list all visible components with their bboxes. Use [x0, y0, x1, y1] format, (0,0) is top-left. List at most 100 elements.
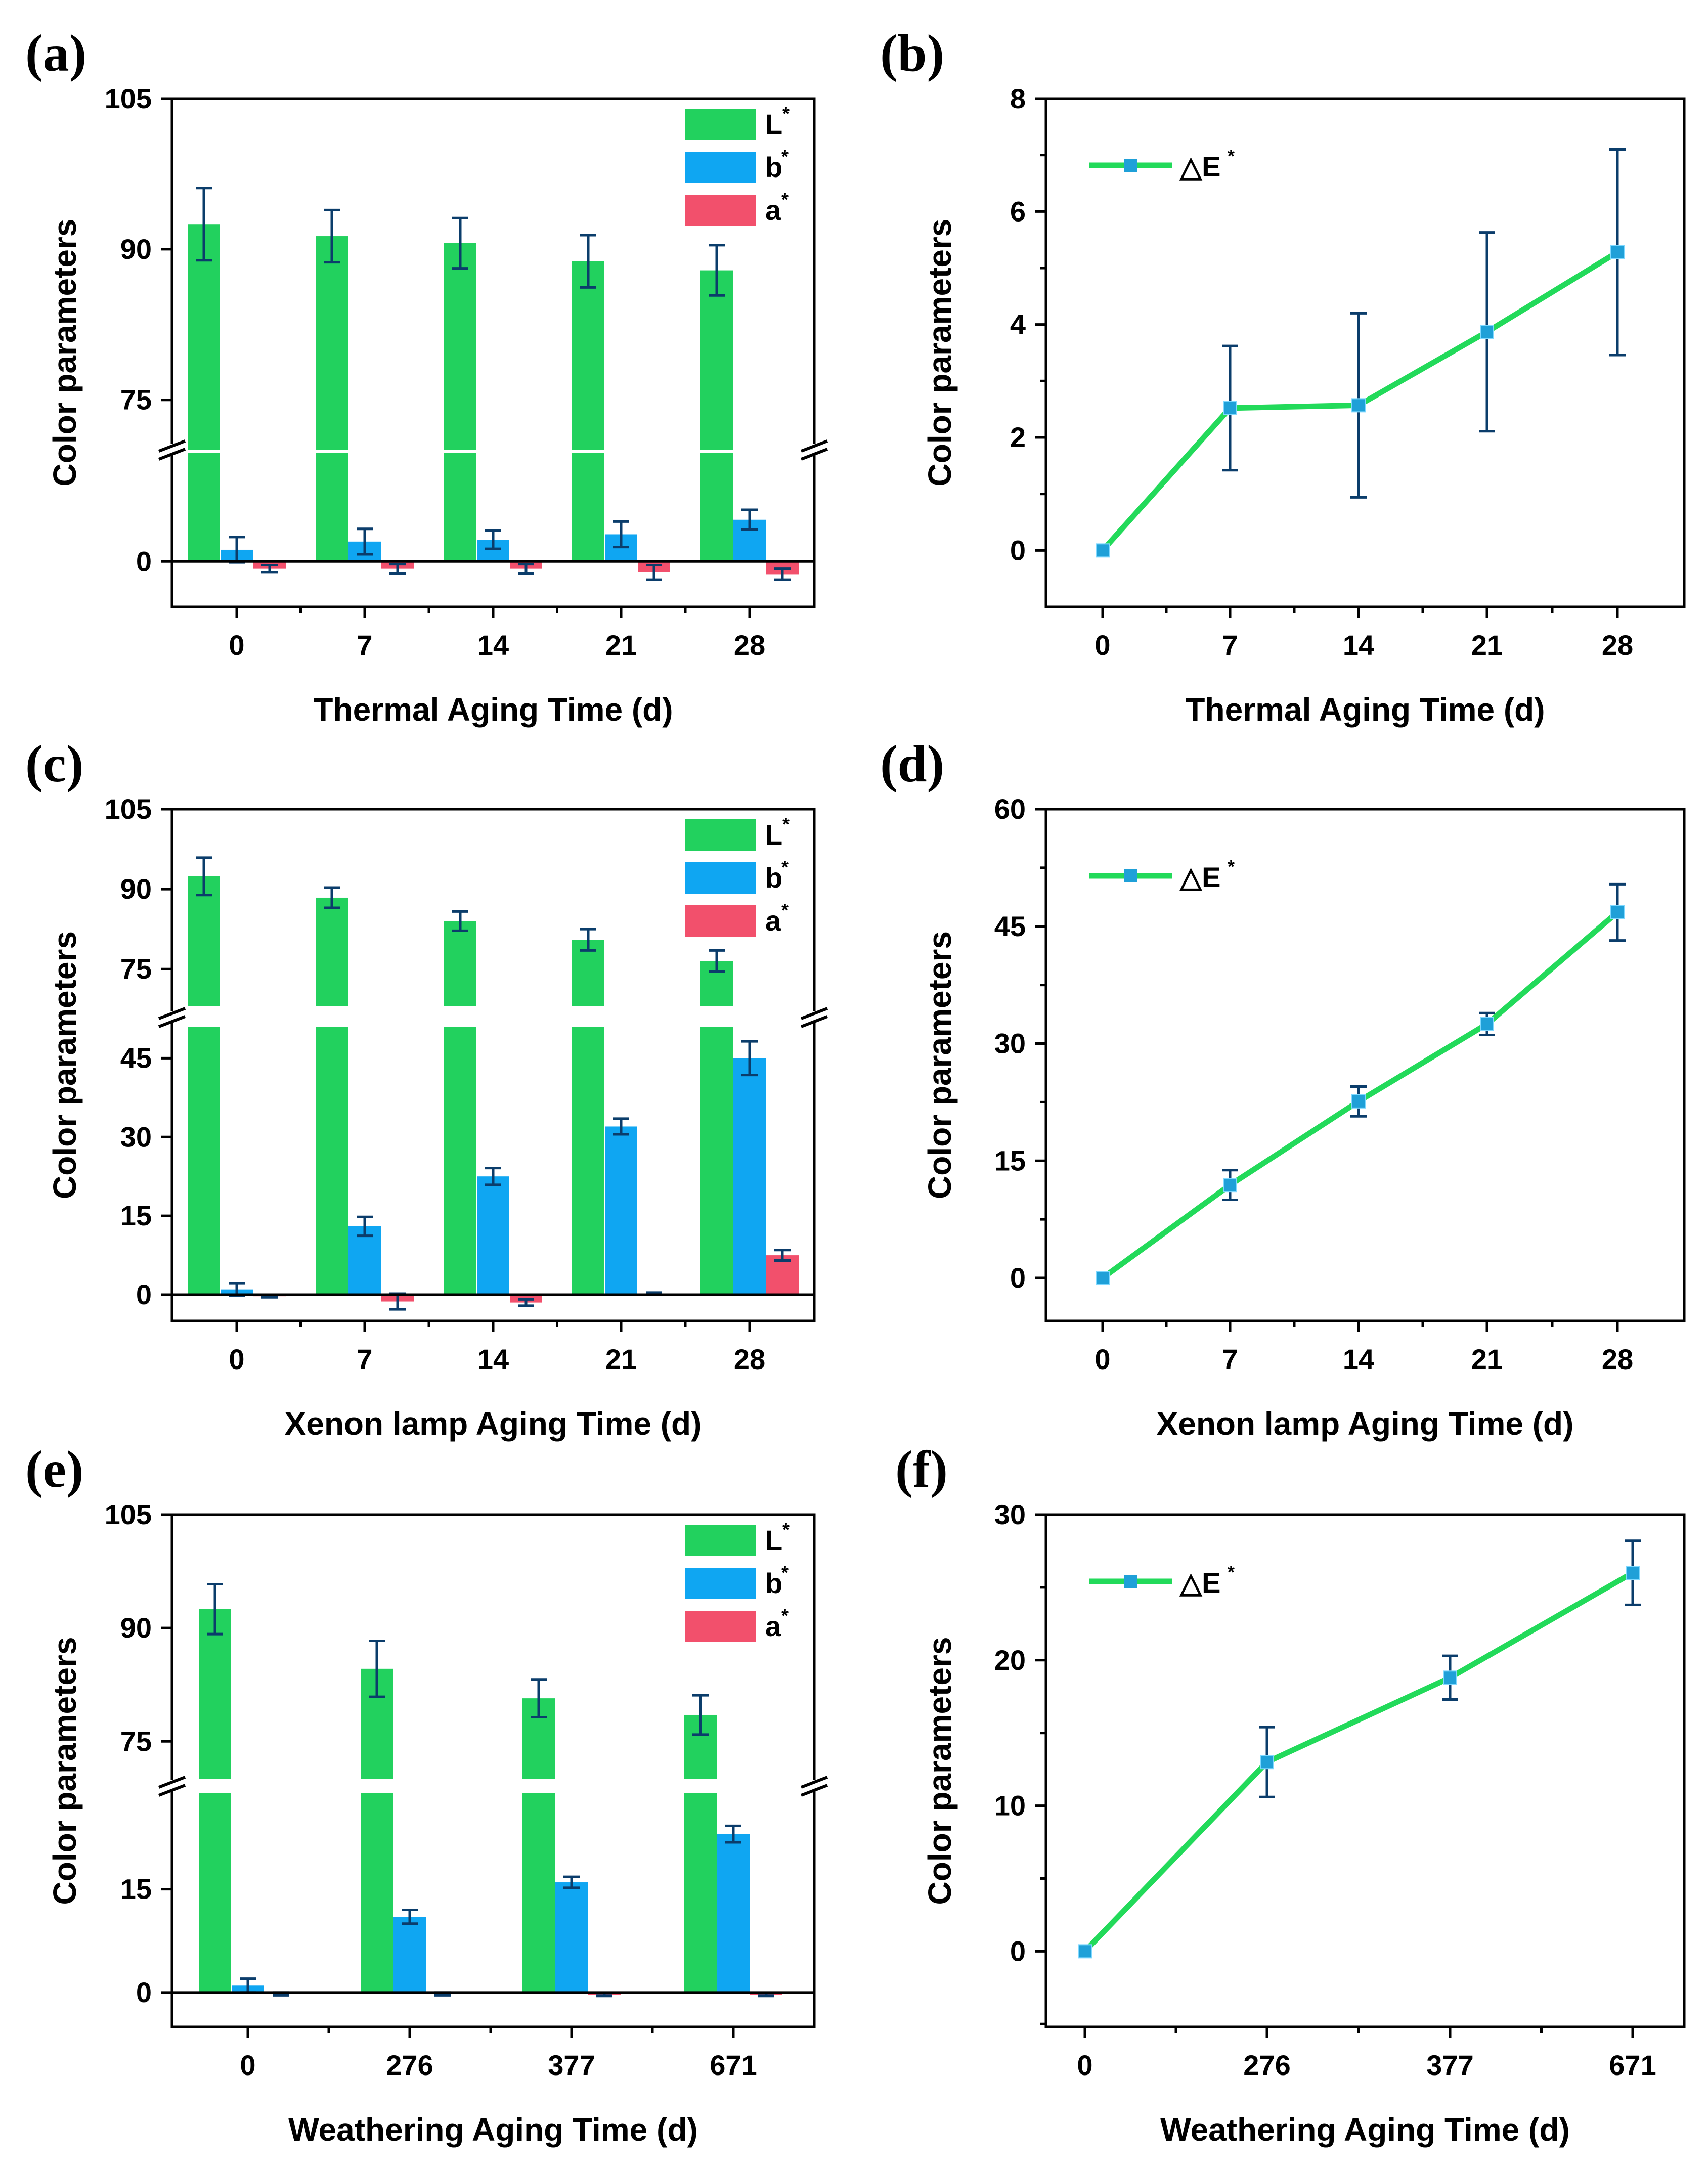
y-axis-title: Color parameters: [47, 219, 83, 487]
y-tick-label: 75: [120, 384, 152, 416]
y-tick-label: 4: [1010, 308, 1026, 340]
plot-frame: [170, 1513, 816, 2028]
bar-L: [572, 940, 604, 1295]
chart-panel-e: 105 90 75 15 0 0 276 377 671 Weathering Aging Tim…: [25, 1440, 828, 2148]
legend-label-superscript: *: [781, 1605, 789, 1626]
legend-swatch-a: [685, 1611, 756, 1642]
y-axis-title: Color parameters: [47, 1637, 83, 1905]
y-tick-label: 0: [1010, 1262, 1026, 1294]
legend-marker: [1124, 1575, 1137, 1588]
y-tick-label: 6: [1010, 195, 1026, 227]
x-tick-label: 7: [1222, 1343, 1238, 1375]
bar-L: [572, 261, 604, 562]
chart-panel-f: 0 10 20 30 0 276 377 671 Weathering Aging Time (…: [895, 1440, 1686, 2148]
y-tick-label: 105: [105, 82, 152, 114]
series-line: [1083, 1570, 1634, 1954]
axis-break-mark-left: [158, 1784, 186, 1797]
x-tick-label: 7: [1222, 629, 1238, 661]
x-tick-label: 28: [1602, 629, 1633, 661]
panel-label: (e): [25, 1440, 83, 1498]
y-tick-label: 75: [120, 1725, 152, 1757]
x-tick-label: 7: [357, 629, 372, 661]
axis-break-mark-right: [800, 439, 828, 453]
bar-L: [361, 1668, 393, 1993]
x-tick-label: 276: [1243, 2049, 1290, 2081]
x-axis-title: Thermal Aging Time (d): [1185, 691, 1545, 728]
y-axis-title: Color parameters: [922, 931, 958, 1199]
legend-label-superscript: *: [781, 900, 789, 920]
chart-panel-c: 105 90 75 45 30 15 0 0 7 14 21 28 Xenon lamp Aging T…: [25, 735, 828, 1442]
data-point: [1351, 398, 1366, 413]
y-tick-label: 90: [120, 233, 152, 265]
legend-label-a: a: [765, 194, 781, 226]
data-point: [1260, 1755, 1274, 1770]
legend-label-superscript: *: [1228, 146, 1235, 166]
bar-break-gap: [444, 1006, 477, 1027]
bar-b: [348, 1226, 381, 1295]
y-axis-title: Color parameters: [922, 219, 958, 487]
legend-label-L: L: [765, 108, 782, 140]
x-axis-title: Xenon lamp Aging Time (d): [285, 1405, 702, 1442]
axis-break-mark-left: [158, 448, 186, 461]
bar-break-gap: [522, 1779, 555, 1793]
x-tick-label: 28: [734, 629, 765, 661]
y-tick-label: 30: [994, 1498, 1026, 1530]
data-point: [1610, 905, 1625, 919]
x-tick-label: 0: [1077, 2049, 1092, 2081]
bar-b: [733, 1058, 766, 1295]
x-tick-label: 671: [1609, 2049, 1656, 2081]
x-tick-label: 28: [1602, 1343, 1633, 1375]
axis-break-mark-right: [800, 1015, 828, 1028]
y-tick-label: 45: [120, 1042, 152, 1074]
y-tick-label: 90: [120, 873, 152, 905]
axis-break-mark-left: [158, 1007, 186, 1020]
y-tick-label: 0: [136, 1278, 152, 1310]
y-tick-label: 2: [1010, 421, 1026, 453]
x-tick-label: 14: [1343, 1343, 1374, 1375]
y-tick-label: 105: [105, 793, 152, 825]
x-tick-label: 14: [477, 629, 509, 661]
bar-L: [316, 897, 348, 1295]
chart-panel-a: 105 90 75 0 0 7 14 21 28 Thermal Aging Time (d) Co…: [25, 24, 828, 728]
x-axis-title: Weathering Aging Time (d): [1160, 2111, 1570, 2148]
data-point: [1480, 1017, 1494, 1031]
legend-swatch-L: [685, 109, 756, 140]
axis-break-mark-right: [800, 1776, 828, 1789]
legend-label-b: b: [765, 1567, 782, 1599]
legend-swatch-L: [685, 1525, 756, 1556]
x-tick-label: 377: [1426, 2049, 1473, 2081]
bar-b: [555, 1882, 588, 1993]
legend-label-L: L: [765, 1524, 782, 1556]
y-tick-label: 20: [994, 1644, 1026, 1676]
chart-panel-d: 0 15 30 45 60 0 7 14 21 28 Xenon lamp Aging Time (…: [880, 735, 1686, 1442]
legend-label-superscript: *: [781, 189, 789, 210]
legend-label-b: b: [765, 862, 782, 894]
x-tick-label: 28: [734, 1343, 765, 1375]
data-point: [1351, 1094, 1366, 1109]
bar-L: [522, 1698, 555, 1993]
chart-panel-b: 0 2 4 6 8 0 7 14 21 28 Thermal Aging Time (d) Color…: [880, 24, 1686, 728]
legend-label-superscript: *: [782, 103, 790, 124]
data-point: [1096, 1271, 1110, 1286]
axis-break-mark-right: [800, 448, 828, 461]
legend-label-superscript: *: [1228, 856, 1235, 877]
y-tick-label: 8: [1010, 82, 1026, 114]
legend-swatch-b: [685, 152, 756, 183]
legend-label: △E: [1179, 151, 1220, 183]
bar-b: [477, 1176, 509, 1295]
plot-frame: [1044, 808, 1686, 1322]
x-tick-label: 21: [605, 629, 637, 661]
legend-label: △E: [1179, 1567, 1220, 1599]
bar-b: [393, 1917, 426, 1993]
bar-b: [717, 1834, 750, 1993]
x-tick-label: 0: [229, 1343, 244, 1375]
x-tick-label: 14: [477, 1343, 509, 1375]
data-point: [1610, 245, 1625, 259]
bar-break-gap: [187, 450, 221, 453]
y-tick-label: 15: [120, 1873, 152, 1905]
data-point: [1078, 1944, 1092, 1959]
legend-marker: [1124, 869, 1137, 882]
x-tick-label: 0: [240, 2049, 255, 2081]
